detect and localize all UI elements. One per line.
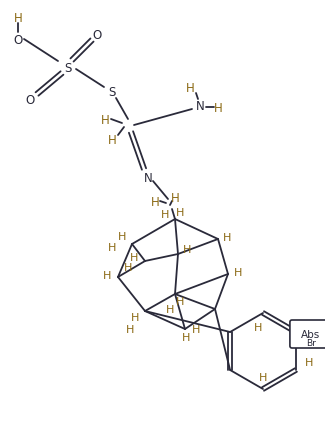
Text: H: H	[182, 332, 190, 342]
Text: S: S	[64, 61, 72, 74]
Text: H: H	[118, 231, 126, 241]
Text: Br: Br	[306, 339, 316, 348]
Text: H: H	[171, 191, 179, 204]
Text: H: H	[131, 312, 139, 322]
Text: O: O	[25, 93, 35, 106]
Text: H: H	[161, 209, 169, 219]
Text: H: H	[186, 81, 194, 94]
FancyBboxPatch shape	[290, 320, 325, 348]
Text: S: S	[108, 85, 116, 98]
Text: H: H	[108, 243, 116, 252]
Text: H: H	[192, 324, 200, 334]
Text: H: H	[103, 270, 111, 280]
Text: H: H	[14, 12, 22, 25]
Text: H: H	[101, 113, 110, 126]
Text: O: O	[92, 28, 102, 41]
Text: N: N	[144, 171, 152, 184]
Text: N: N	[196, 99, 204, 112]
Text: H: H	[176, 296, 184, 306]
Text: H: H	[254, 322, 262, 332]
Text: H: H	[130, 252, 138, 262]
Text: H: H	[150, 195, 159, 208]
Text: Abs: Abs	[301, 329, 320, 339]
Text: H: H	[124, 262, 132, 272]
Text: H: H	[183, 244, 191, 255]
Text: O: O	[13, 34, 23, 46]
Text: H: H	[305, 357, 313, 367]
Text: H: H	[214, 101, 222, 114]
Text: H: H	[259, 372, 267, 382]
Text: H: H	[223, 233, 231, 243]
Text: H: H	[108, 133, 116, 146]
Text: H: H	[126, 324, 134, 334]
Text: H: H	[166, 304, 174, 314]
Text: H: H	[234, 267, 242, 277]
Text: H: H	[176, 208, 184, 218]
